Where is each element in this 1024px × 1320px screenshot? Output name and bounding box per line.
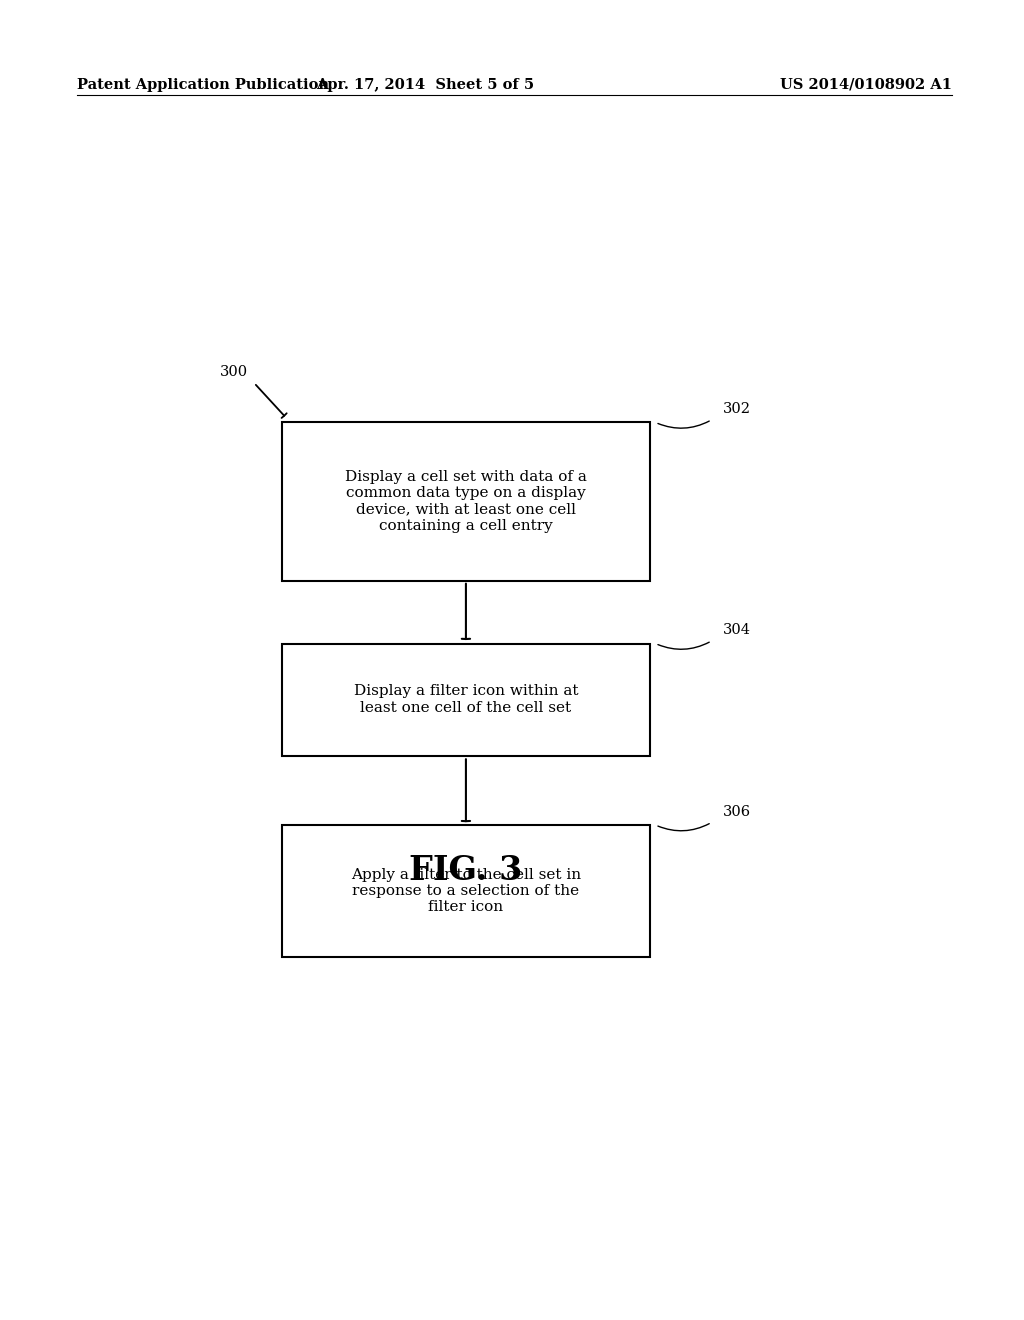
Text: US 2014/0108902 A1: US 2014/0108902 A1 xyxy=(780,78,952,92)
Text: Display a cell set with data of a
common data type on a display
device, with at : Display a cell set with data of a common… xyxy=(345,470,587,533)
Text: FIG. 3: FIG. 3 xyxy=(410,854,522,887)
Text: Patent Application Publication: Patent Application Publication xyxy=(77,78,329,92)
Bar xyxy=(282,644,650,755)
Text: Display a filter icon within at
least one cell of the cell set: Display a filter icon within at least on… xyxy=(353,685,579,714)
Text: 306: 306 xyxy=(723,805,752,818)
Text: Apr. 17, 2014  Sheet 5 of 5: Apr. 17, 2014 Sheet 5 of 5 xyxy=(315,78,535,92)
Bar xyxy=(282,422,650,581)
Text: Apply a filter to the cell set in
response to a selection of the
filter icon: Apply a filter to the cell set in respon… xyxy=(351,867,581,915)
Bar xyxy=(282,825,650,957)
Text: 304: 304 xyxy=(723,623,752,638)
Text: 302: 302 xyxy=(723,403,752,416)
Text: 300: 300 xyxy=(220,366,248,379)
